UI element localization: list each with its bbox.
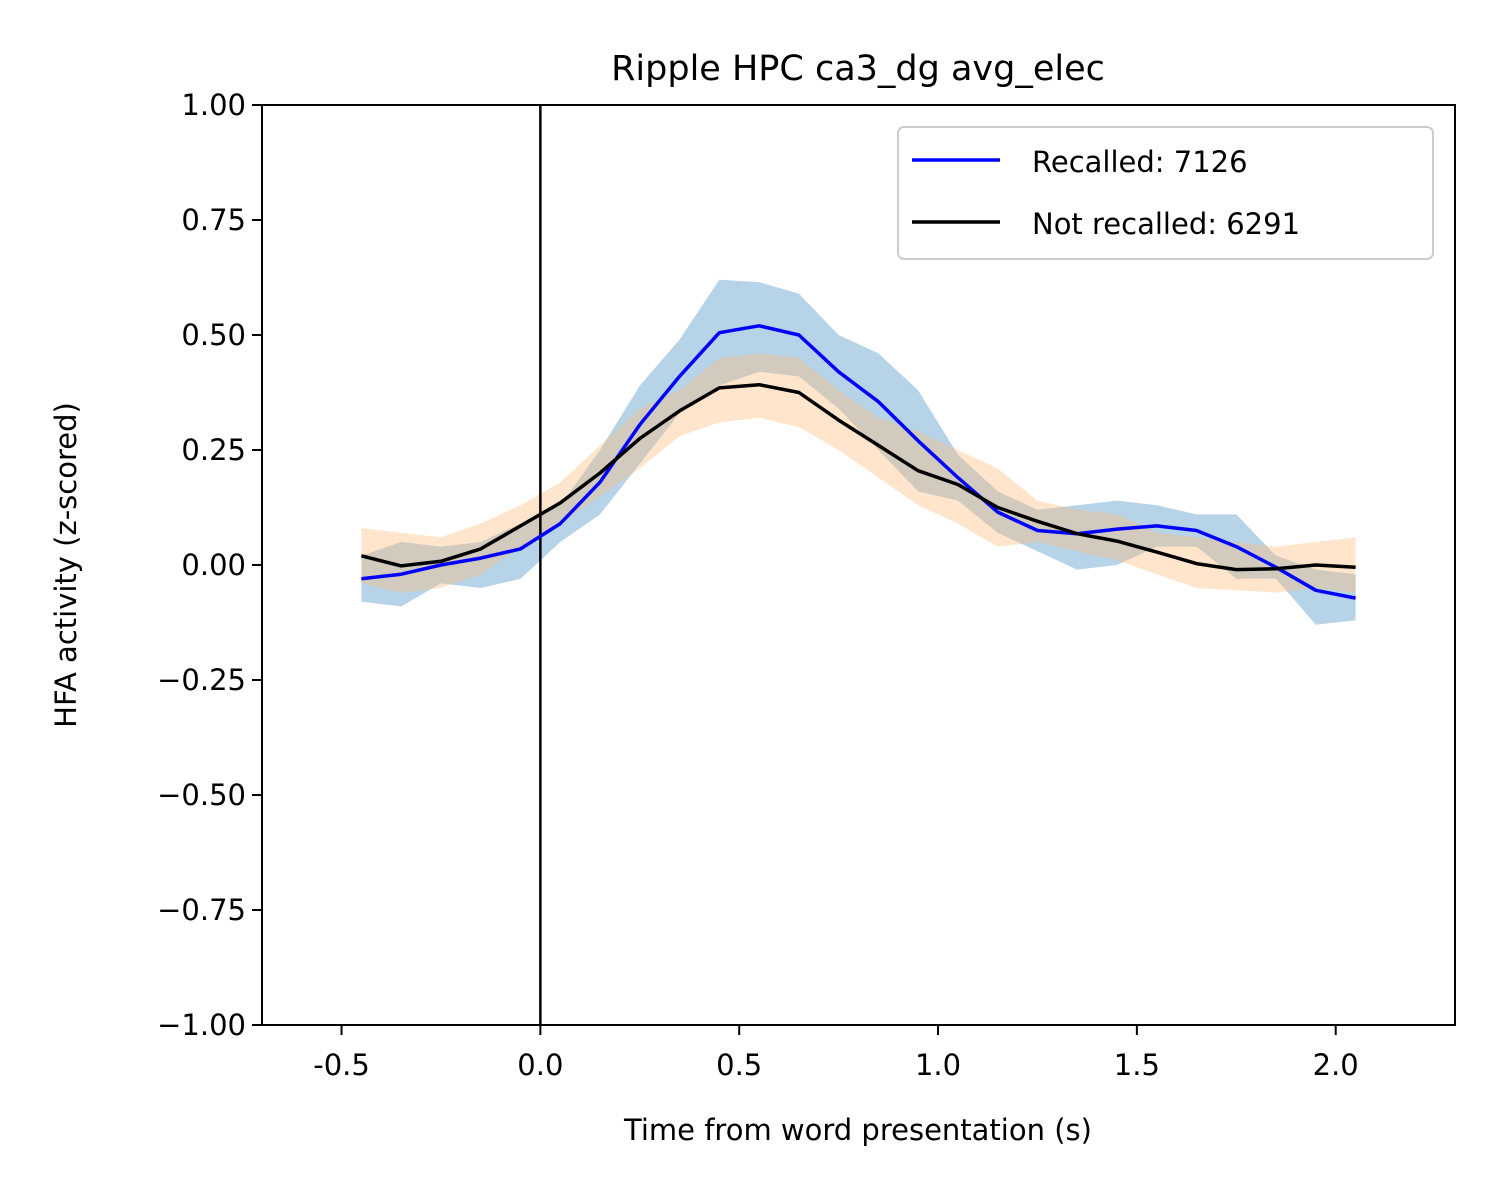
x-tick-label: 2.0	[1313, 1048, 1359, 1082]
y-tick-label: 0.00	[181, 548, 246, 582]
y-tick-label: 0.25	[181, 433, 246, 467]
y-tick-label: 0.75	[181, 203, 246, 237]
series-line-recalled	[361, 324, 1356, 600]
legend-label-not-recalled: Not recalled: 6291	[1032, 207, 1300, 241]
legend-box	[897, 126, 1434, 260]
y-tick-label: −0.25	[157, 663, 246, 697]
x-tick-label: 1.0	[915, 1048, 961, 1082]
chart-title: Ripple HPC ca3_dg avg_elec	[611, 49, 1105, 89]
x-tick-label: 0.5	[716, 1048, 762, 1082]
series-lines	[360, 324, 1356, 600]
legend-label-recalled: Recalled: 7126	[1032, 145, 1248, 179]
y-tick-label: −1.00	[157, 1008, 246, 1042]
confidence-band-not-recalled	[361, 353, 1356, 593]
x-tick-label: 1.5	[1114, 1048, 1160, 1082]
x-axis-label: Time from word presentation (s)	[623, 1113, 1092, 1147]
y-tick-label: 0.50	[181, 318, 246, 352]
x-tick-label: 0.0	[517, 1048, 563, 1082]
series-line-not-recalled	[360, 382, 1356, 572]
y-axis-label: HFA activity (z-scored)	[49, 402, 83, 728]
legend: Recalled: 7126 Not recalled: 6291	[897, 126, 1434, 260]
y-tick-label: −0.75	[157, 893, 246, 927]
y-tick-label: 1.00	[181, 88, 246, 122]
x-axis-ticks: -0.5 0.0 0.5 1.0 1.5 2.0	[313, 1025, 1359, 1082]
x-tick-label: -0.5	[313, 1048, 370, 1082]
y-tick-label: −0.50	[157, 778, 246, 812]
y-axis-ticks: −1.00 −0.75 −0.50 −0.25 0.00 0.25 0.50 0.75 1.00	[157, 88, 262, 1042]
